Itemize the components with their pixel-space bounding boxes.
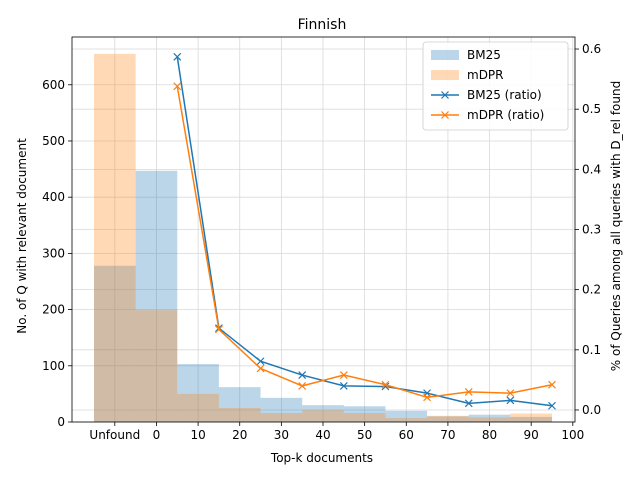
bar-mdpr-20-30 [218,407,261,422]
bar-bm25-40-50 [302,405,344,422]
bar-mdpr-60-70 [385,418,428,422]
marker-mdpr-45 [339,371,348,380]
legend-box [422,41,569,131]
bar-bm25-80-90 [468,414,511,422]
line-mdpr-ratio- [176,86,553,399]
bar-mdpr-80-90 [468,417,511,422]
marker-bm25-5 [173,52,182,61]
bar-mdpr-90-100 [510,413,552,422]
y-left-tick-label: 400 [42,190,65,204]
bar-bm25-70-80 [427,416,469,422]
x-tick-label: 90 [524,428,539,442]
marker-mdpr-35 [298,381,307,390]
chart-title: Finnish [298,17,347,33]
x-tick-label: 40 [315,428,330,442]
legend-label: mDPR (ratio) [467,108,544,122]
x-tick-label: 30 [274,428,289,442]
marker-bm25-25 [256,357,265,366]
y-axis-right: 0.0 0.1 0.2 0.3 0.4 0.5 0.6 [575,42,601,417]
y-left-tick-label: 0 [57,415,65,429]
bar-bm25-50-60 [343,406,386,422]
marker-bm25-35 [298,371,307,380]
legend-swatch [431,50,459,60]
bar-bm25-10-20 [177,364,219,422]
y-right-tick-label: 0.5 [582,102,601,116]
legend-entry-bm25-ratio-: BM25 (ratio) [431,88,542,102]
y-right-tick-label: 0.4 [582,162,601,176]
x-tick-label: 60 [399,428,414,442]
marker-mdpr-5 [173,82,182,91]
y-right-tick-label: 0.2 [582,283,601,297]
bar-bm25-0-10 [135,170,178,422]
y-left-tick-label: 200 [42,303,65,317]
x-tick-label: 100 [561,428,584,442]
ratio-lines [173,52,556,410]
marker-bm25-45 [339,381,348,390]
legend-label: BM25 [467,48,501,62]
marker-mdpr-65 [423,393,432,402]
legend-label: BM25 (ratio) [467,88,542,102]
marker-bm25-85 [506,396,515,405]
bar-bm25-90-100 [510,416,552,422]
legend-entry-mdpr-ratio-: mDPR (ratio) [431,108,544,122]
x-tick-label: 10 [190,428,205,442]
bar-bm25-60-70 [385,410,428,422]
line-bm25-ratio- [176,56,553,407]
y-right-tick-label: 0.1 [582,343,601,357]
marker-mdpr-95 [548,380,556,389]
legend-label: mDPR [467,68,504,82]
marker-mdpr-15 [214,325,223,334]
x-tick-label: Unfound [89,428,140,442]
x-tick-label: 80 [482,428,497,442]
marker-mdpr-85 [506,389,515,398]
y-right-tick-label: 0.0 [582,403,601,417]
x-tick-label: 70 [440,428,455,442]
bar-bm25-30-40 [260,397,303,422]
x-tick-label: 20 [232,428,247,442]
y-right-tick-label: 0.3 [582,223,601,237]
x-tick-label: 50 [357,428,372,442]
y-right-tick-label: 0.6 [582,42,601,56]
y-axis-right-label: % of Queries among all queries with D_re… [609,81,623,371]
y-axis-left-label: No. of Q with relevant document [15,138,29,334]
bar-bm25-20-30 [218,387,261,422]
y-axis-left: 0 100 200 300 400 500 600 [42,78,72,429]
bar-mdpr-40-50 [302,410,344,422]
bar-mdpr-50-60 [343,413,386,422]
bar-mdpr-30-40 [260,413,303,422]
bar-mdpr-unfound [94,53,136,422]
legend-swatch [431,70,459,80]
marker-bm25-95 [548,401,556,410]
legend: BM25 mDPR BM25 (ratio) mDPR (ratio) [422,41,569,131]
bars [94,53,552,422]
legend-entry-bm25: BM25 [431,48,501,62]
x-axis-label: Top-k documents [270,451,373,465]
bar-mdpr-10-20 [177,393,219,422]
marker-bm25-75 [464,399,473,408]
legend-entry-mdpr: mDPR [431,68,504,82]
bar-mdpr-0-10 [135,310,178,422]
x-tick-label: 0 [153,428,161,442]
y-left-tick-label: 500 [42,134,65,148]
y-left-tick-label: 300 [42,246,65,260]
marker-mdpr-25 [256,364,265,373]
bar-bm25-unfound [94,265,136,422]
x-axis: Unfound 0 10 20 30 40 50 60 70 80 90 100 [89,422,584,442]
bar-mdpr-70-80 [427,415,469,422]
y-left-tick-label: 100 [42,359,65,373]
marker-mdpr-55 [381,380,390,389]
marker-mdpr-75 [464,387,473,396]
y-left-tick-label: 600 [42,78,65,92]
